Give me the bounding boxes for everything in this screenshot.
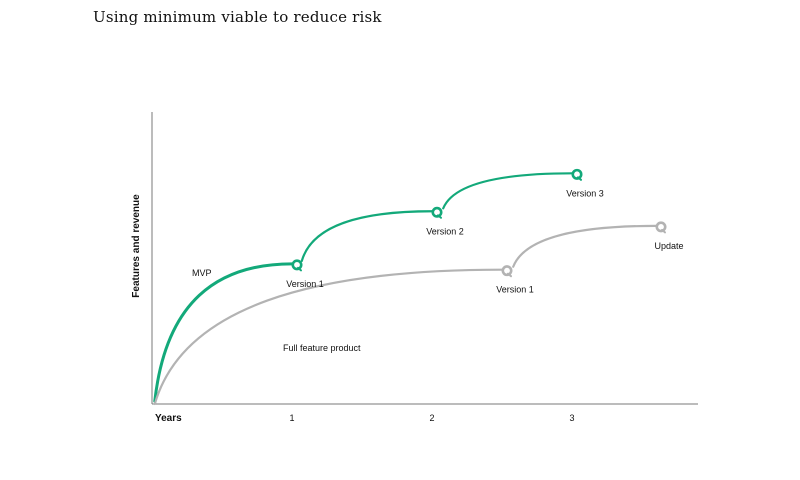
mvp-curve-segment (442, 172, 574, 210)
labels: Years Features and revenue 1 2 3 Version 1 MVP… (131, 188, 684, 424)
full-milestone-label: Update (654, 241, 683, 251)
mvp-milestone-label: Version 1 (286, 279, 324, 289)
mvp-start-label: MVP (192, 268, 212, 278)
mvp-curve-segment (153, 262, 294, 403)
full-curve-segment (512, 224, 658, 268)
x-tick-label: 3 (569, 413, 574, 423)
mvp-curve-segment (300, 210, 434, 263)
full-milestone-marker (655, 221, 667, 233)
chart-title: Using minimum viable to reduce risk (93, 8, 382, 26)
full-milestone-marker-tail (661, 228, 666, 234)
full-milestone-marker (501, 265, 513, 277)
full-milestone-marker-tail (507, 272, 512, 278)
x-tick-label: 2 (429, 413, 434, 423)
mvp-milestone-label: Version 3 (566, 188, 604, 198)
mvp-milestone-marker (291, 259, 303, 271)
mvp-milestone-marker-tail (437, 214, 442, 219)
curves (153, 172, 658, 406)
axes (151, 112, 698, 405)
mvp-milestone-marker-tail (297, 266, 302, 272)
x-axis-title: Years (155, 413, 182, 424)
markers (291, 168, 667, 278)
y-axis-title: Features and revenue (131, 194, 142, 298)
mvp-milestone-marker (571, 168, 583, 180)
full-curve-segment (153, 268, 504, 406)
full-milestone-label: Version 1 (496, 285, 534, 295)
x-tick-label: 1 (289, 413, 294, 423)
full-start-label: Full feature product (283, 343, 361, 353)
mvp-milestone-marker-tail (577, 176, 582, 181)
mvp-milestone-label: Version 2 (426, 226, 464, 236)
mvp-milestone-marker (431, 206, 443, 218)
